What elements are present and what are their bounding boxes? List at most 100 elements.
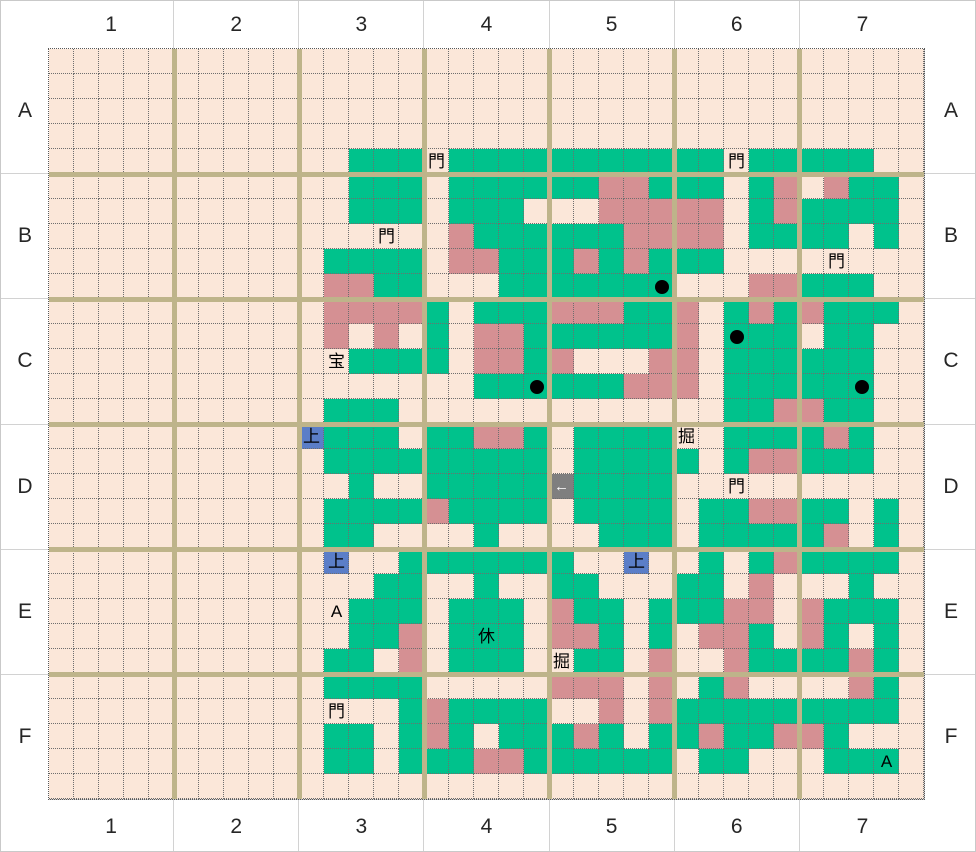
map-cell[interactable] bbox=[674, 49, 699, 74]
map-cell[interactable] bbox=[74, 224, 99, 249]
map-cell[interactable] bbox=[274, 274, 299, 299]
map-cell[interactable] bbox=[449, 449, 474, 474]
map-cell[interactable] bbox=[474, 324, 499, 349]
map-cell[interactable] bbox=[449, 499, 474, 524]
map-cell[interactable] bbox=[874, 249, 899, 274]
map-cell[interactable] bbox=[624, 449, 649, 474]
map-cell[interactable] bbox=[124, 149, 149, 174]
map-cell[interactable] bbox=[224, 424, 249, 449]
map-cell[interactable] bbox=[149, 424, 174, 449]
map-cell[interactable] bbox=[874, 499, 899, 524]
map-cell[interactable] bbox=[449, 124, 474, 149]
map-cell[interactable] bbox=[399, 624, 424, 649]
map-cell[interactable] bbox=[899, 449, 924, 474]
map-cell[interactable] bbox=[549, 524, 574, 549]
map-cell[interactable] bbox=[499, 199, 524, 224]
map-cell[interactable] bbox=[174, 599, 199, 624]
map-cell[interactable] bbox=[199, 74, 224, 99]
map-cell[interactable] bbox=[299, 274, 324, 299]
map-cell[interactable] bbox=[824, 124, 849, 149]
map-cell[interactable] bbox=[299, 74, 324, 99]
map-cell[interactable] bbox=[149, 549, 174, 574]
map-cell[interactable] bbox=[224, 549, 249, 574]
map-cell[interactable] bbox=[274, 774, 299, 799]
map-cell[interactable] bbox=[474, 424, 499, 449]
map-cell[interactable] bbox=[849, 749, 874, 774]
map-cell[interactable] bbox=[849, 49, 874, 74]
map-cell[interactable] bbox=[324, 674, 349, 699]
map-cell[interactable] bbox=[274, 499, 299, 524]
map-cell[interactable] bbox=[324, 374, 349, 399]
map-cell[interactable] bbox=[799, 149, 824, 174]
map-cell[interactable] bbox=[424, 499, 449, 524]
map-cell[interactable] bbox=[199, 99, 224, 124]
map-cell[interactable] bbox=[199, 374, 224, 399]
map-cell[interactable] bbox=[324, 49, 349, 74]
map-cell[interactable] bbox=[824, 74, 849, 99]
map-cell[interactable] bbox=[549, 149, 574, 174]
map-cell[interactable] bbox=[249, 699, 274, 724]
map-cell[interactable] bbox=[874, 174, 899, 199]
map-cell[interactable] bbox=[399, 499, 424, 524]
map-cell[interactable] bbox=[474, 224, 499, 249]
map-cell[interactable] bbox=[549, 374, 574, 399]
map-cell[interactable] bbox=[524, 699, 549, 724]
map-cell[interactable] bbox=[649, 49, 674, 74]
map-cell[interactable] bbox=[399, 699, 424, 724]
map-cell[interactable] bbox=[699, 174, 724, 199]
map-cell[interactable] bbox=[399, 274, 424, 299]
map-cell[interactable] bbox=[499, 599, 524, 624]
map-cell[interactable] bbox=[574, 224, 599, 249]
map-cell[interactable] bbox=[174, 574, 199, 599]
map-cell[interactable] bbox=[199, 749, 224, 774]
map-cell[interactable] bbox=[699, 699, 724, 724]
map-cell[interactable] bbox=[299, 549, 324, 574]
map-cell[interactable] bbox=[349, 274, 374, 299]
map-cell[interactable] bbox=[449, 749, 474, 774]
map-cell[interactable] bbox=[649, 249, 674, 274]
map-cell[interactable] bbox=[774, 499, 799, 524]
map-cell[interactable] bbox=[274, 674, 299, 699]
map-cell[interactable] bbox=[624, 74, 649, 99]
map-cell[interactable] bbox=[374, 49, 399, 74]
map-cell[interactable] bbox=[849, 449, 874, 474]
map-cell[interactable] bbox=[49, 749, 74, 774]
map-cell[interactable] bbox=[899, 549, 924, 574]
map-cell[interactable] bbox=[349, 374, 374, 399]
map-cell[interactable] bbox=[674, 699, 699, 724]
map-cell[interactable] bbox=[149, 199, 174, 224]
map-cell[interactable] bbox=[499, 374, 524, 399]
map-cell[interactable] bbox=[274, 324, 299, 349]
map-cell[interactable] bbox=[174, 424, 199, 449]
map-cell[interactable] bbox=[599, 49, 624, 74]
map-cell[interactable] bbox=[249, 399, 274, 424]
map-cell[interactable] bbox=[424, 624, 449, 649]
map-cell[interactable] bbox=[824, 549, 849, 574]
map-cell[interactable] bbox=[899, 699, 924, 724]
map-cell[interactable] bbox=[174, 774, 199, 799]
map-cell[interactable] bbox=[724, 399, 749, 424]
map-cell[interactable] bbox=[74, 749, 99, 774]
map-cell[interactable] bbox=[824, 524, 849, 549]
map-cell[interactable] bbox=[499, 774, 524, 799]
map-cell[interactable] bbox=[674, 424, 699, 449]
map-cell[interactable] bbox=[449, 174, 474, 199]
map-cell[interactable] bbox=[899, 574, 924, 599]
map-cell[interactable] bbox=[399, 749, 424, 774]
map-cell[interactable] bbox=[649, 174, 674, 199]
map-cell[interactable] bbox=[174, 474, 199, 499]
map-cell[interactable] bbox=[724, 299, 749, 324]
map-cell[interactable] bbox=[99, 524, 124, 549]
map-cell[interactable] bbox=[849, 124, 874, 149]
map-cell[interactable] bbox=[724, 599, 749, 624]
map-cell[interactable] bbox=[799, 299, 824, 324]
map-cell[interactable] bbox=[174, 449, 199, 474]
map-cell[interactable] bbox=[499, 624, 524, 649]
map-cell[interactable] bbox=[549, 249, 574, 274]
map-cell[interactable] bbox=[324, 549, 349, 574]
map-cell[interactable] bbox=[74, 149, 99, 174]
map-cell[interactable] bbox=[149, 249, 174, 274]
map-cell[interactable] bbox=[249, 74, 274, 99]
map-cell[interactable] bbox=[674, 774, 699, 799]
map-cell[interactable] bbox=[224, 374, 249, 399]
